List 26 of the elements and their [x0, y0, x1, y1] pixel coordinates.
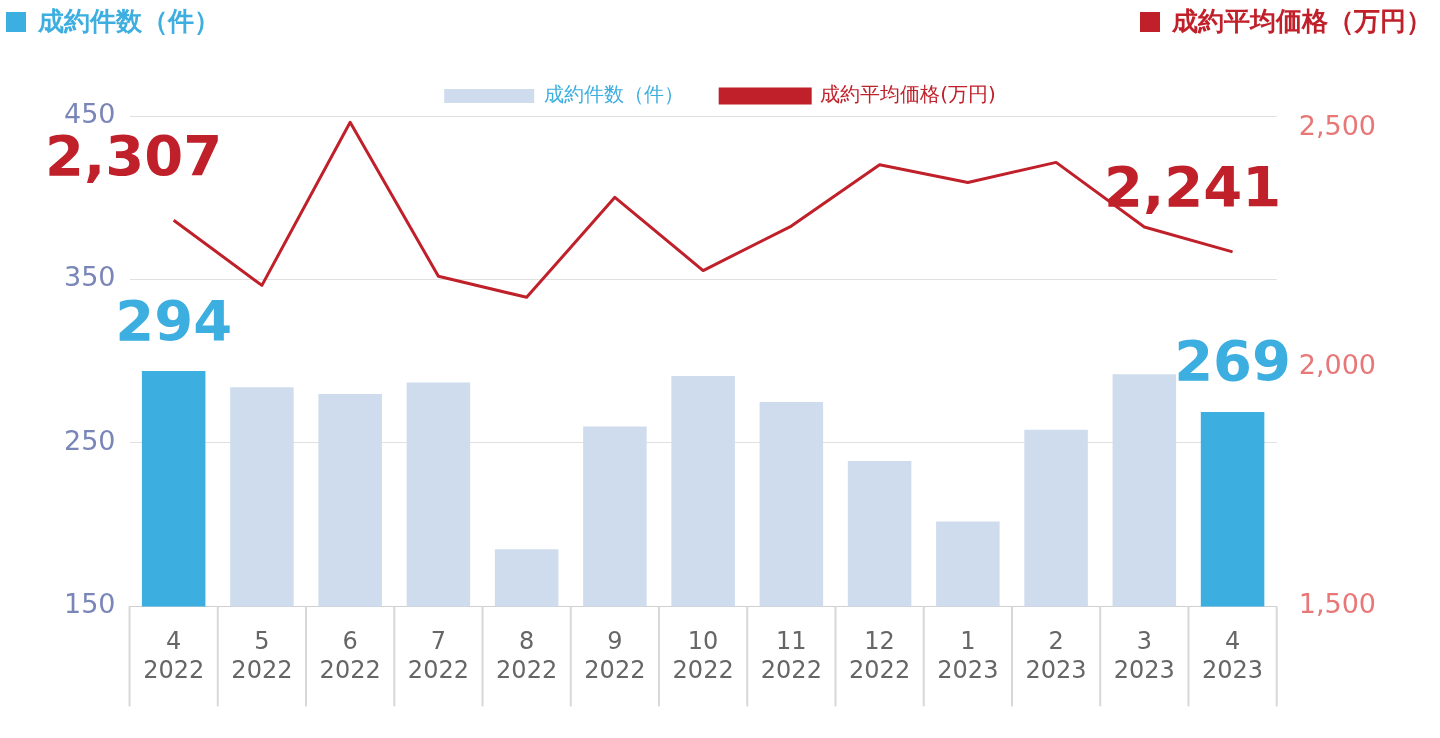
- x-tick-label: 4 2022: [143, 627, 205, 684]
- y-tick-label: 150: [63, 588, 116, 620]
- x-tick-label: 8 2022: [496, 627, 558, 684]
- y-tick-label: 350: [63, 261, 116, 293]
- data-label: 294: [115, 287, 233, 353]
- legend-label: 成約平均価格(万円): [820, 82, 996, 107]
- x-tick-label: 11 2022: [760, 627, 822, 684]
- legend-label: 成約件数（件）: [544, 82, 685, 107]
- x-tick-label: 3 2023: [1113, 627, 1175, 684]
- y2-tick-label: 1,500: [1298, 588, 1376, 620]
- y2-axis-title: 成約平均価格（万円）: [1172, 5, 1432, 38]
- x-tick-label: 1 2023: [937, 627, 999, 684]
- data-label: 2,241: [1104, 154, 1282, 220]
- x-tick-label: 2 2023: [1025, 627, 1087, 684]
- x-tick-label: 12 2022: [849, 627, 911, 684]
- y-tick-label: 250: [63, 424, 116, 456]
- x-tick-label: 7 2022: [407, 627, 469, 684]
- x-tick-label: 4 2023: [1202, 627, 1264, 684]
- y-axis-title: 成約件数（件）: [38, 5, 220, 38]
- y2-tick-label: 2,500: [1298, 109, 1376, 141]
- x-tick-label: 9 2022: [584, 627, 646, 684]
- x-tick-label: 6 2022: [319, 627, 381, 684]
- data-label: 269: [1174, 328, 1292, 394]
- x-tick-label: 5 2022: [231, 627, 293, 684]
- y2-tick-label: 2,000: [1298, 349, 1376, 381]
- x-tick-label: 10 2022: [672, 627, 734, 684]
